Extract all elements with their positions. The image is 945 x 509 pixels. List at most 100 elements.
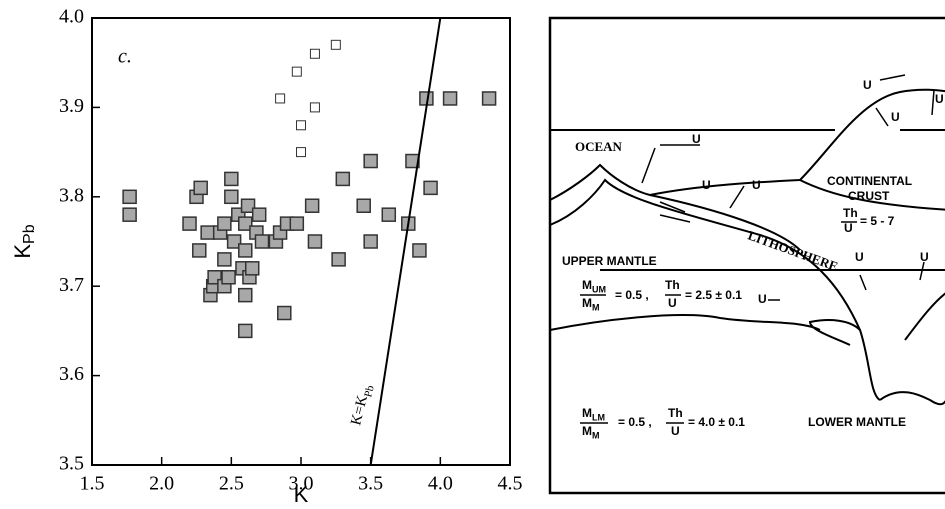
plot-frame bbox=[91, 17, 511, 466]
scatter-point bbox=[331, 252, 346, 267]
diagram-label: M bbox=[582, 278, 592, 292]
scatter-point bbox=[238, 243, 253, 258]
reference-line-label-main: K=K bbox=[349, 394, 372, 427]
scatter-point bbox=[275, 93, 286, 104]
diagram-label: U bbox=[668, 296, 677, 310]
diagram-label: = 0.5 , bbox=[618, 415, 652, 429]
diagram-label: CONTINENTAL bbox=[827, 174, 912, 188]
x-tick-label: 2.5 bbox=[219, 473, 244, 495]
x-tick-label: 3.5 bbox=[358, 473, 383, 495]
diagram-label: M bbox=[592, 302, 600, 312]
y-tick-label: 3.9 bbox=[59, 95, 84, 117]
scatter-point bbox=[356, 198, 371, 213]
x-tick-label: 4.5 bbox=[498, 473, 523, 495]
diagram-label: M bbox=[592, 430, 600, 440]
diagram-label: LM bbox=[592, 412, 605, 422]
diagram-label: LOWER MANTLE bbox=[808, 415, 906, 429]
diagram-label: U bbox=[891, 110, 900, 124]
scatter-point bbox=[238, 323, 253, 339]
scatter-point bbox=[363, 234, 378, 249]
scatter-point bbox=[244, 261, 260, 276]
diagram-label: U bbox=[844, 221, 853, 235]
diagram-label: UM bbox=[592, 284, 606, 294]
scatter-point bbox=[307, 234, 323, 249]
scatter-point bbox=[304, 198, 320, 213]
diagram-label: M bbox=[582, 406, 592, 420]
y-tick-label: 3.8 bbox=[59, 184, 84, 206]
scatter-point bbox=[251, 207, 267, 222]
scatter-point bbox=[423, 180, 438, 196]
diagram-label: U bbox=[752, 178, 761, 192]
scatter-point bbox=[238, 216, 253, 231]
diagram-label: OCEAN bbox=[575, 139, 623, 154]
scatter-point bbox=[296, 147, 306, 158]
scatter-point bbox=[224, 171, 239, 187]
scatter-point bbox=[335, 171, 351, 187]
scatter-point bbox=[224, 189, 239, 205]
reference-line-label: K=KPb bbox=[349, 382, 377, 427]
reference-line bbox=[369, 17, 442, 466]
scatter-point bbox=[122, 207, 137, 222]
y-axis-label-main: K bbox=[10, 244, 35, 259]
diagram-label: Th bbox=[668, 406, 683, 420]
scatter-point bbox=[217, 216, 232, 231]
scatter-point bbox=[309, 48, 320, 59]
scatter-point bbox=[193, 180, 208, 196]
diagram-label: Th bbox=[843, 206, 858, 220]
diagram-label: UPPER MANTLE bbox=[562, 254, 657, 268]
diagram-label: M bbox=[582, 296, 592, 310]
x-tick-label: 4.0 bbox=[428, 473, 453, 495]
diagram-label: = 2.5 ± 0.1 bbox=[685, 288, 742, 302]
diagram-label: Th bbox=[665, 278, 680, 292]
scatter-point bbox=[309, 102, 320, 113]
diagram-shapes bbox=[548, 16, 945, 495]
y-tick-label: 3.5 bbox=[59, 453, 84, 475]
scatter-point bbox=[238, 287, 253, 303]
diagram-label: U bbox=[758, 292, 767, 306]
scatter-point bbox=[200, 225, 215, 240]
panel-label: c. bbox=[118, 46, 132, 68]
scatter-point bbox=[217, 252, 232, 267]
diagram-label: CRUST bbox=[848, 189, 890, 203]
y-tick-label: 3.6 bbox=[59, 363, 84, 385]
reference-line-label-subscript: Pb bbox=[362, 384, 377, 399]
y-tick-label: 3.7 bbox=[59, 274, 84, 296]
diagram-label: LITHOSPHERE bbox=[746, 228, 840, 274]
diagram-label: U bbox=[855, 250, 864, 264]
diagram-label: = 5 - 7 bbox=[860, 214, 895, 228]
y-axis-label: KPb bbox=[10, 224, 38, 258]
diagram-label: U bbox=[671, 424, 680, 438]
x-tick-label: 2.0 bbox=[149, 473, 174, 495]
diagram-label: U bbox=[920, 250, 929, 264]
scatter-point bbox=[291, 66, 302, 77]
scatter-point bbox=[412, 243, 427, 258]
scatter-point bbox=[442, 91, 458, 106]
scatter-point bbox=[192, 243, 207, 258]
scatter-point bbox=[182, 216, 197, 231]
scatter-point bbox=[254, 234, 270, 249]
scatter-point bbox=[221, 270, 236, 285]
scatter-point bbox=[381, 207, 397, 222]
scatter-point bbox=[296, 120, 306, 131]
y-tick-label: 4.0 bbox=[59, 6, 84, 28]
diagram-label: U bbox=[702, 178, 711, 192]
x-tick-label: 3.0 bbox=[289, 473, 314, 495]
diagram-label: M bbox=[582, 424, 592, 438]
scatter-point bbox=[226, 234, 242, 249]
diagram-label: = 4.0 ± 0.1 bbox=[688, 415, 745, 429]
scatter-point bbox=[122, 189, 137, 205]
y-axis-label-subscript: Pb bbox=[21, 224, 38, 244]
diagram-label: U bbox=[692, 132, 701, 146]
scatter-point bbox=[330, 39, 341, 50]
scatter-point bbox=[481, 91, 497, 106]
x-axis-label: K bbox=[294, 482, 309, 507]
scatter-point bbox=[240, 198, 256, 213]
x-tick-label: 1.5 bbox=[80, 473, 105, 495]
scatter-point bbox=[289, 216, 305, 231]
scatter-point bbox=[363, 153, 378, 169]
scatter-point bbox=[277, 305, 292, 321]
diagram-label: U bbox=[935, 92, 944, 106]
diagram-label: = 0.5 , bbox=[615, 288, 649, 302]
diagram-label: U bbox=[863, 78, 872, 92]
